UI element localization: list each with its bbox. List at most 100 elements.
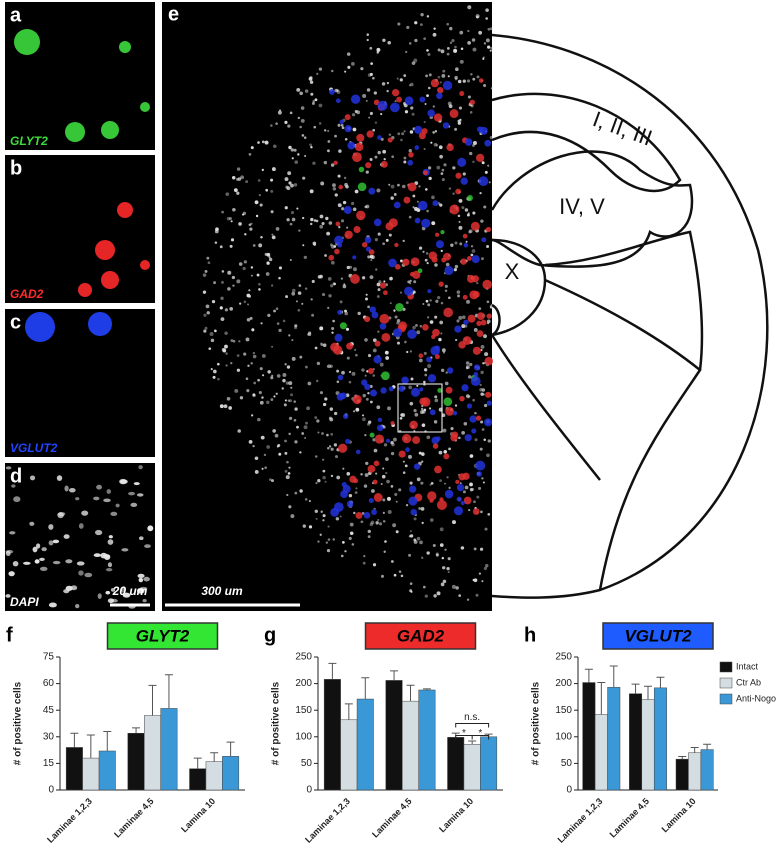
error-bar xyxy=(631,683,640,694)
speck xyxy=(329,407,334,411)
speck xyxy=(373,91,377,95)
cell xyxy=(412,270,421,280)
speck xyxy=(375,521,379,525)
nucleus xyxy=(143,576,150,582)
error-bar xyxy=(656,676,665,688)
speck xyxy=(439,154,443,159)
speck xyxy=(448,187,452,190)
cell xyxy=(409,420,418,430)
speck xyxy=(343,283,346,286)
cell xyxy=(101,121,119,139)
legend-swatch xyxy=(719,693,733,705)
speck xyxy=(242,213,245,216)
speck xyxy=(406,350,409,354)
speck xyxy=(365,170,369,174)
speck xyxy=(372,374,376,377)
speck xyxy=(304,365,308,369)
speck xyxy=(479,383,482,387)
speck xyxy=(261,396,264,399)
cell xyxy=(335,98,341,104)
speck xyxy=(286,460,289,464)
speck xyxy=(467,41,471,45)
speck xyxy=(380,112,383,116)
speck xyxy=(441,74,446,79)
speck xyxy=(324,397,328,401)
cell xyxy=(486,313,492,319)
cell xyxy=(367,368,374,374)
speck xyxy=(229,244,233,248)
speck xyxy=(458,106,463,110)
speck xyxy=(287,399,291,402)
speck xyxy=(346,265,350,270)
speck xyxy=(447,571,450,574)
speck xyxy=(284,363,287,366)
speck xyxy=(352,267,357,272)
cell xyxy=(414,217,421,224)
speck xyxy=(441,556,445,560)
speck xyxy=(470,253,474,257)
cell xyxy=(361,241,368,248)
speck xyxy=(284,439,287,443)
nucleus xyxy=(13,496,21,503)
speck xyxy=(312,99,315,103)
speck xyxy=(337,203,342,208)
speck xyxy=(423,147,426,151)
speck xyxy=(397,183,400,187)
cell xyxy=(446,143,454,152)
speck xyxy=(394,100,397,103)
speck xyxy=(366,38,369,42)
speck xyxy=(409,481,413,485)
speck xyxy=(438,337,442,342)
speck xyxy=(202,290,207,294)
speck xyxy=(489,135,493,140)
speck xyxy=(289,222,293,226)
speck xyxy=(206,256,210,260)
speck xyxy=(454,75,458,80)
speck xyxy=(474,411,477,415)
speck xyxy=(316,419,320,423)
speck xyxy=(270,124,273,127)
speck xyxy=(376,295,380,298)
speck xyxy=(316,361,321,366)
cell xyxy=(337,309,343,315)
cell xyxy=(455,479,460,485)
speck xyxy=(426,435,431,440)
speck xyxy=(413,517,417,521)
speck xyxy=(256,273,260,277)
speck xyxy=(464,208,469,212)
cell xyxy=(426,356,432,363)
speck xyxy=(438,145,443,150)
speck xyxy=(261,140,265,144)
cell xyxy=(476,320,482,326)
bar xyxy=(700,749,714,791)
speck xyxy=(439,543,444,547)
speck xyxy=(420,23,423,27)
speck xyxy=(434,130,438,133)
cell xyxy=(350,274,360,284)
speck xyxy=(275,122,278,125)
cell xyxy=(366,130,374,138)
speck xyxy=(210,368,213,371)
speck xyxy=(478,486,482,490)
bar xyxy=(480,736,498,791)
speck xyxy=(212,375,216,379)
speck xyxy=(410,82,414,87)
speck xyxy=(224,331,228,335)
error-bar xyxy=(690,746,699,753)
speck xyxy=(342,200,347,205)
cell xyxy=(438,281,444,287)
speck xyxy=(203,313,207,317)
speck xyxy=(366,88,371,92)
cell xyxy=(95,240,115,260)
speck xyxy=(324,254,327,257)
speck xyxy=(469,151,473,156)
speck xyxy=(483,84,487,88)
speck xyxy=(275,227,280,231)
speck xyxy=(327,525,330,528)
speck xyxy=(333,245,337,248)
speck xyxy=(288,334,291,337)
nucleus xyxy=(138,465,143,470)
speck xyxy=(390,560,394,563)
x-tick-label: Laminae 1,2,3 xyxy=(303,796,352,845)
cell xyxy=(398,385,405,392)
